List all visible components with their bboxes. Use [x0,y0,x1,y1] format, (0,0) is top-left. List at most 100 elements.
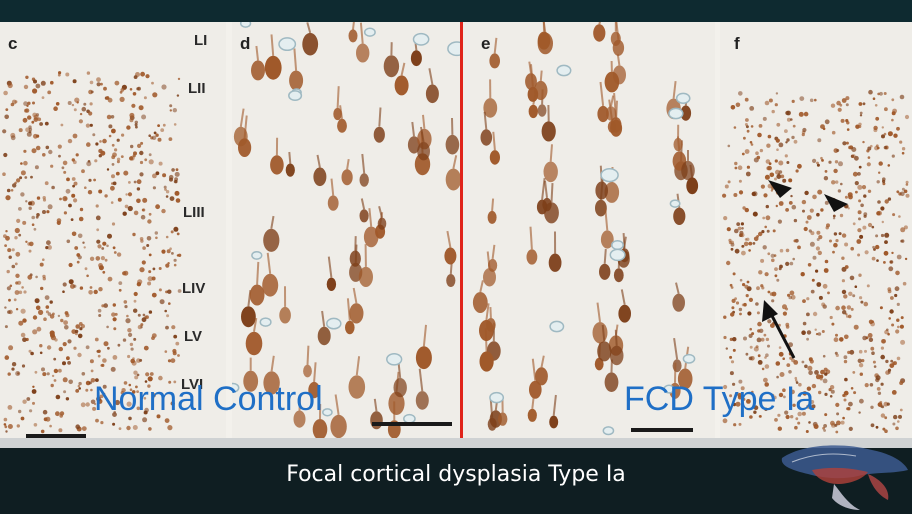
stained-nucleus [805,430,809,433]
stained-nucleus [66,239,71,244]
stained-nucleus [888,266,894,272]
neuron-dendrite [673,337,679,360]
stained-nucleus [739,312,742,316]
stained-nucleus [9,284,13,288]
stained-nucleus [77,333,83,339]
stained-nucleus [775,92,779,95]
stained-nucleus [60,318,64,323]
stained-nucleus [776,278,780,282]
stained-nucleus [752,211,758,217]
stained-nucleus [892,213,896,217]
stained-nucleus [801,199,807,205]
stained-nucleus [140,323,144,327]
stained-nucleus [811,278,815,282]
stained-neuron [279,306,291,324]
stained-neuron [317,326,331,346]
neuron-dendrite [491,198,495,211]
stained-nucleus [81,106,87,112]
stained-nucleus [62,361,66,366]
stained-nucleus [844,242,849,247]
stained-neuron [479,351,494,372]
stained-nucleus [867,189,872,193]
stained-nucleus [841,305,846,311]
stained-nucleus [145,315,150,319]
stained-nucleus [851,154,856,159]
stained-nucleus [48,149,53,155]
stained-nucleus [71,103,75,107]
stained-nucleus [881,134,885,139]
panel-f-letter: f [734,34,740,53]
stained-nucleus [896,126,900,131]
stained-nucleus [745,118,749,122]
stained-nucleus [41,96,45,99]
stained-nucleus [170,358,176,363]
stained-nucleus [824,119,830,125]
panel-e-fcd-neurons-closeup: e [463,22,715,438]
stained-nucleus [852,222,856,226]
stained-nucleus [5,195,11,201]
vessel [675,92,691,104]
stained-nucleus [756,337,762,343]
stained-nucleus [903,189,908,194]
stained-nucleus [23,149,27,153]
stained-nucleus [867,333,873,338]
stained-nucleus [872,360,876,364]
stained-nucleus [774,267,778,271]
stained-nucleus [160,128,165,132]
stained-nucleus [139,150,144,156]
stained-nucleus [824,413,828,417]
stained-nucleus [15,308,19,311]
stained-nucleus [72,184,75,188]
stained-nucleus [121,133,125,137]
stained-nucleus [55,394,61,400]
stained-nucleus [887,371,891,374]
stained-nucleus [864,383,869,388]
neuron-dendrite [420,126,425,143]
stained-nucleus [128,416,132,421]
stained-nucleus [58,368,62,373]
stained-neuron [270,155,284,175]
stained-nucleus [782,311,787,316]
stained-nucleus [171,168,175,172]
stained-nucleus [16,178,21,183]
stained-nucleus [25,200,28,203]
stained-nucleus [127,328,132,333]
stained-nucleus [161,84,167,90]
stained-nucleus [44,121,49,126]
stained-nucleus [53,106,58,111]
stained-nucleus [18,233,22,237]
stained-nucleus [136,198,141,204]
stained-nucleus [815,374,821,380]
stained-neuron [302,32,319,56]
stained-nucleus [127,205,133,212]
stained-nucleus [887,131,893,137]
stained-nucleus [28,125,32,129]
neuron-dendrite [352,22,355,30]
stained-nucleus [896,356,901,361]
stained-nucleus [71,177,76,181]
stained-nucleus [83,102,87,106]
stained-nucleus [807,263,812,267]
stained-nucleus [778,351,784,357]
stained-neuron [498,412,508,426]
stained-nucleus [745,171,751,177]
stained-nucleus [870,346,875,351]
stained-nucleus [748,333,753,338]
stained-nucleus [887,332,890,336]
stained-nucleus [72,79,77,84]
stained-nucleus [58,154,61,158]
stained-nucleus [818,295,823,300]
stained-nucleus [823,424,827,428]
layer-label-4: LIV [182,280,206,297]
layer-label-5: LV [184,328,203,345]
stained-nucleus [169,196,175,202]
stained-nucleus [760,258,765,263]
stained-nucleus [729,355,733,359]
stained-nucleus [177,77,181,81]
stained-nucleus [900,316,904,320]
stained-neuron [543,161,558,183]
stained-neuron [610,119,623,137]
stained-nucleus [846,407,850,411]
stained-nucleus [155,236,158,240]
stained-nucleus [133,291,138,297]
